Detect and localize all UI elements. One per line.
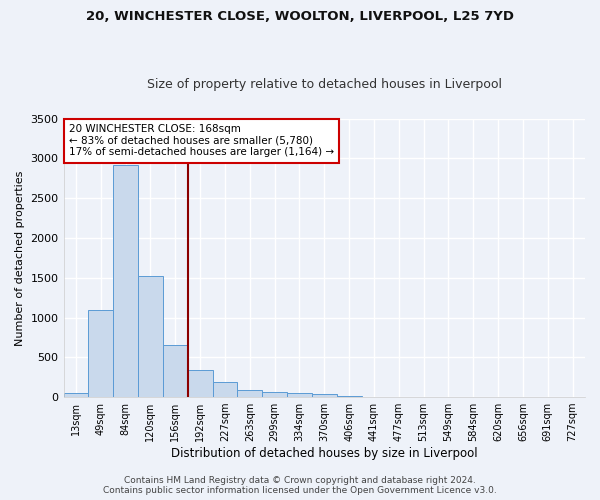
Text: Contains HM Land Registry data © Crown copyright and database right 2024.
Contai: Contains HM Land Registry data © Crown c… (103, 476, 497, 495)
Text: 20, WINCHESTER CLOSE, WOOLTON, LIVERPOOL, L25 7YD: 20, WINCHESTER CLOSE, WOOLTON, LIVERPOOL… (86, 10, 514, 23)
Bar (64, 393, 88, 397)
Text: 20 WINCHESTER CLOSE: 168sqm
← 83% of detached houses are smaller (5,780)
17% of : 20 WINCHESTER CLOSE: 168sqm ← 83% of det… (69, 124, 334, 158)
X-axis label: Distribution of detached houses by size in Liverpool: Distribution of detached houses by size … (171, 447, 478, 460)
Bar (138, 276, 163, 397)
Bar (312, 394, 337, 397)
Bar (262, 392, 287, 397)
Bar (188, 370, 212, 397)
Bar (113, 164, 138, 397)
Bar (163, 346, 188, 397)
Bar (212, 382, 238, 397)
Title: Size of property relative to detached houses in Liverpool: Size of property relative to detached ho… (147, 78, 502, 91)
Bar (337, 396, 362, 397)
Bar (238, 390, 262, 397)
Bar (287, 393, 312, 397)
Bar (88, 310, 113, 397)
Y-axis label: Number of detached properties: Number of detached properties (15, 170, 25, 346)
